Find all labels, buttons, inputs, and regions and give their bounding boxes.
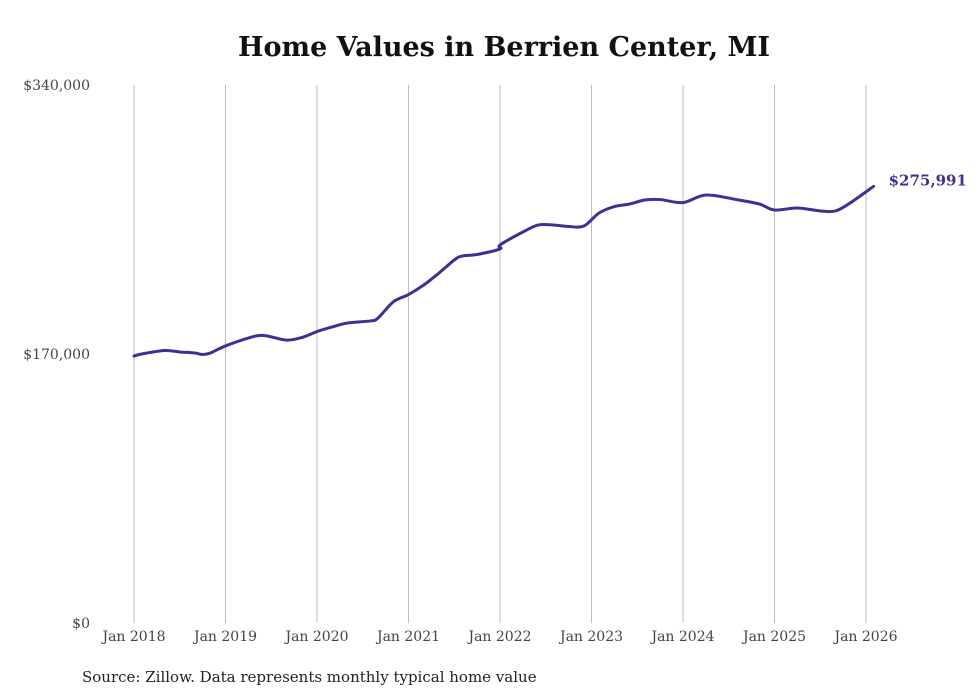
x-tick-label: Jan 2024 [649, 629, 714, 645]
y-tick-label: $340,000 [23, 78, 90, 94]
x-tick-label: Jan 2019 [192, 629, 257, 645]
source-note: Source: Zillow. Data represents monthly … [82, 668, 537, 686]
y-tick-label: $170,000 [23, 347, 90, 363]
x-tick-label: Jan 2023 [558, 629, 623, 645]
x-tick-label: Jan 2022 [466, 629, 531, 645]
chart-title: Home Values in Berrien Center, MI [237, 32, 771, 63]
x-tick-label: Jan 2020 [283, 629, 348, 645]
x-tick-label: Jan 2021 [375, 629, 440, 645]
x-tick-label: Jan 2026 [832, 629, 897, 645]
end-value-label: $275,991 [889, 171, 967, 189]
series-line [132, 184, 876, 358]
x-tick-label: Jan 2018 [100, 629, 165, 645]
x-tick-label: Jan 2025 [741, 629, 806, 645]
y-tick-label: $0 [72, 616, 90, 632]
